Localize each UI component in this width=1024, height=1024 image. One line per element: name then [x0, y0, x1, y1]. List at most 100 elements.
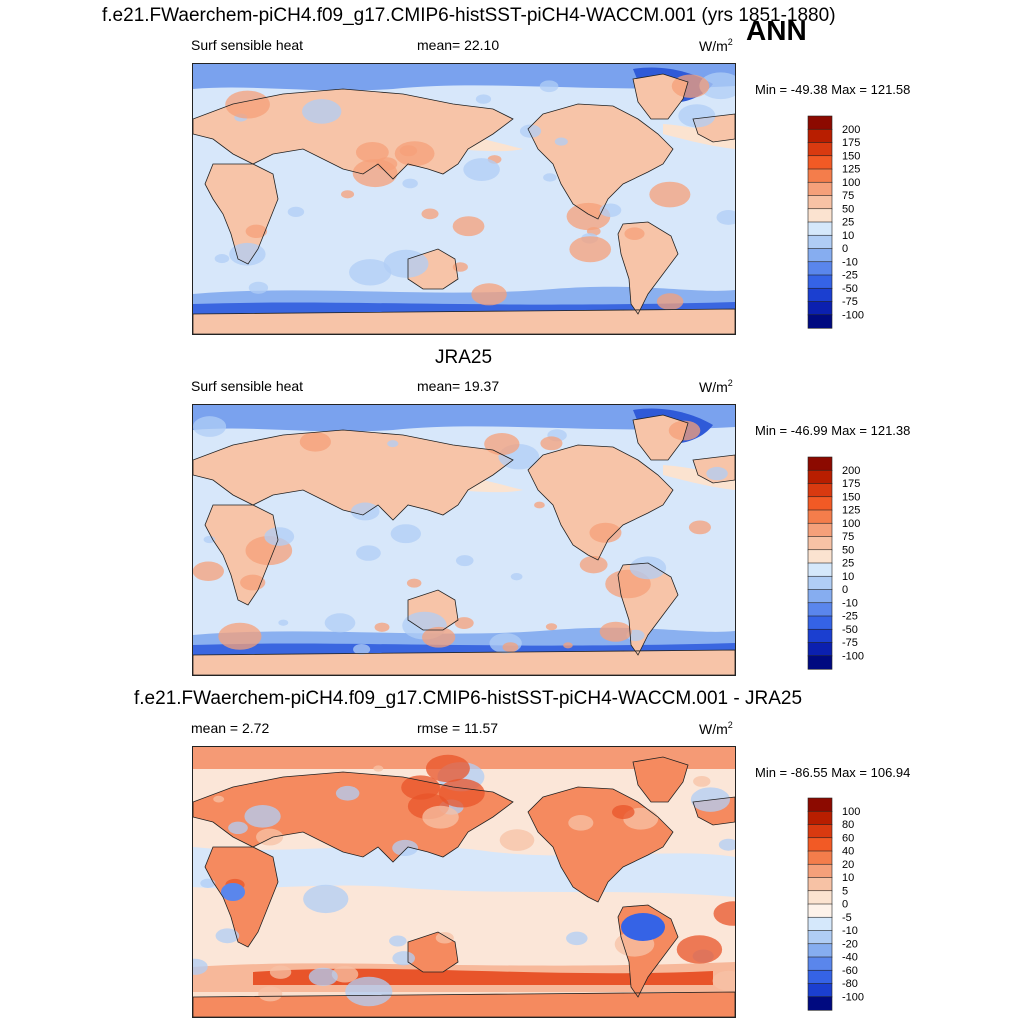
colorbar-swatch — [807, 509, 833, 524]
colorbar-tick-label: 5 — [842, 885, 848, 897]
colorbar-tick-label: 125 — [842, 164, 860, 176]
colorbar-tick-label: 175 — [842, 478, 860, 490]
colorbar-tick-label: -40 — [842, 952, 858, 964]
colorbar-swatch — [807, 916, 833, 932]
colorbar-swatch — [807, 142, 833, 157]
panel-1-units: W/m2 — [699, 37, 733, 54]
colorbar-tick-label: 0 — [842, 584, 848, 596]
colorbar-swatch — [807, 549, 833, 564]
colorbar-tick-label: -100 — [842, 650, 864, 662]
colorbar-swatch — [807, 234, 833, 250]
panel-3-rmse-label: rmse = 11.57 — [417, 720, 499, 736]
colorbar-swatch — [807, 274, 833, 289]
colorbar-swatch — [807, 536, 833, 551]
colorbar-swatch — [807, 956, 833, 971]
colorbar-tick-label: -50 — [842, 624, 858, 636]
panel-2-minmax: Min = -46.99 Max = 121.38 — [755, 423, 911, 438]
colorbar-tick-label: -100 — [842, 991, 864, 1003]
colorbar-swatch — [807, 221, 833, 236]
colorbar-swatch — [807, 797, 833, 812]
colorbar-swatch — [807, 930, 833, 945]
colorbar-swatch — [807, 877, 833, 892]
colorbar-tick-label: 175 — [842, 137, 860, 149]
colorbar-swatch — [807, 996, 833, 1011]
colorbar-tick-label: -100 — [842, 309, 864, 321]
panel-1-map-plot — [193, 64, 735, 334]
colorbar-swatch — [807, 903, 833, 918]
colorbar-swatch — [807, 562, 833, 577]
colorbar-tick-label: -20 — [842, 938, 858, 950]
colorbar-tick-label: 25 — [842, 558, 854, 570]
panel-2-units: W/m2 — [699, 378, 733, 395]
colorbar-swatch — [807, 115, 833, 130]
colorbar-tick-label: -10 — [842, 925, 858, 937]
colorbar-tick-label: 60 — [842, 832, 854, 844]
colorbar-swatch — [807, 575, 833, 591]
colorbar-tick-label: -60 — [842, 965, 858, 977]
colorbar-swatch — [807, 248, 833, 263]
colorbar-swatch — [807, 483, 833, 498]
colorbar-tick-label: -80 — [842, 978, 858, 990]
panel-2-map-plot — [193, 405, 735, 675]
colorbar-swatch — [807, 469, 833, 485]
colorbar-tick-label: 150 — [842, 150, 860, 162]
season-label: ANN — [746, 15, 807, 46]
colorbar-tick-label: 40 — [842, 846, 854, 858]
colorbar-swatch — [807, 456, 833, 471]
colorbar-swatch — [807, 128, 833, 144]
panel-3-minmax: Min = -86.55 Max = 106.94 — [755, 765, 911, 780]
colorbar-swatch — [807, 628, 833, 644]
colorbar-swatch — [807, 615, 833, 630]
colorbar-tick-label: -25 — [842, 270, 858, 282]
colorbar-tick-label: 25 — [842, 217, 854, 229]
panel-1-minmax: Min = -49.38 Max = 121.58 — [755, 82, 911, 97]
colorbar-tick-label: 50 — [842, 544, 854, 556]
colorbar-swatch — [807, 655, 833, 670]
colorbar-tick-label: 10 — [842, 571, 854, 583]
panel-2-title: JRA25 — [435, 347, 493, 368]
colorbar-tick-label: 100 — [842, 806, 860, 818]
colorbar-swatch — [807, 314, 833, 329]
panel-3-map-plot — [193, 747, 735, 1017]
colorbar-tick-label: -75 — [842, 637, 858, 649]
colorbar-swatch — [807, 890, 833, 905]
colorbar-tick-label: -25 — [842, 611, 858, 623]
colorbar-tick-label: 10 — [842, 872, 854, 884]
panel-1-variable-label: Surf sensible heat — [191, 37, 304, 53]
colorbar-tick-label: 0 — [842, 243, 848, 255]
colorbar-tick-label: 200 — [842, 465, 860, 477]
colorbar-swatch — [807, 943, 833, 958]
colorbar-tick-label: 20 — [842, 859, 854, 871]
colorbar-tick-label: -10 — [842, 597, 858, 609]
colorbar-swatch — [807, 181, 833, 197]
colorbar-swatch — [807, 195, 833, 210]
panel-2-variable-label: Surf sensible heat — [191, 378, 304, 394]
colorbar-tick-label: 125 — [842, 505, 860, 517]
colorbar-swatch — [807, 983, 833, 998]
panel-2-mean-label: mean= 19.37 — [417, 378, 500, 394]
colorbar-swatch — [807, 522, 833, 538]
colorbar-swatch — [807, 261, 833, 276]
panel-3-map — [192, 746, 736, 1018]
colorbar-swatch — [807, 168, 833, 183]
colorbar-tick-label: 100 — [842, 518, 860, 530]
colorbar-swatch — [807, 642, 833, 657]
colorbar-tick-label: 80 — [842, 819, 854, 831]
colorbar-tick-label: 75 — [842, 190, 854, 202]
panel-3-title: f.e21.FWaerchem-piCH4.f09_g17.CMIP6-hist… — [134, 688, 803, 709]
colorbar-swatch — [807, 301, 833, 316]
colorbar-swatch — [807, 496, 833, 511]
colorbar-swatch — [807, 837, 833, 852]
panel-2-colorbar: 200 175 150 125 100 75 50 25 10 0 -10 -25 -50 -75 -100 — [807, 456, 878, 671]
colorbar-swatch — [807, 287, 833, 303]
panel-2-map — [192, 404, 736, 676]
colorbar-swatch — [807, 824, 833, 839]
colorbar-tick-label: -5 — [842, 912, 852, 924]
colorbar-swatch — [807, 850, 833, 865]
panel-1-map — [192, 63, 736, 335]
colorbar-tick-label: 50 — [842, 203, 854, 215]
colorbar-tick-label: -75 — [842, 296, 858, 308]
